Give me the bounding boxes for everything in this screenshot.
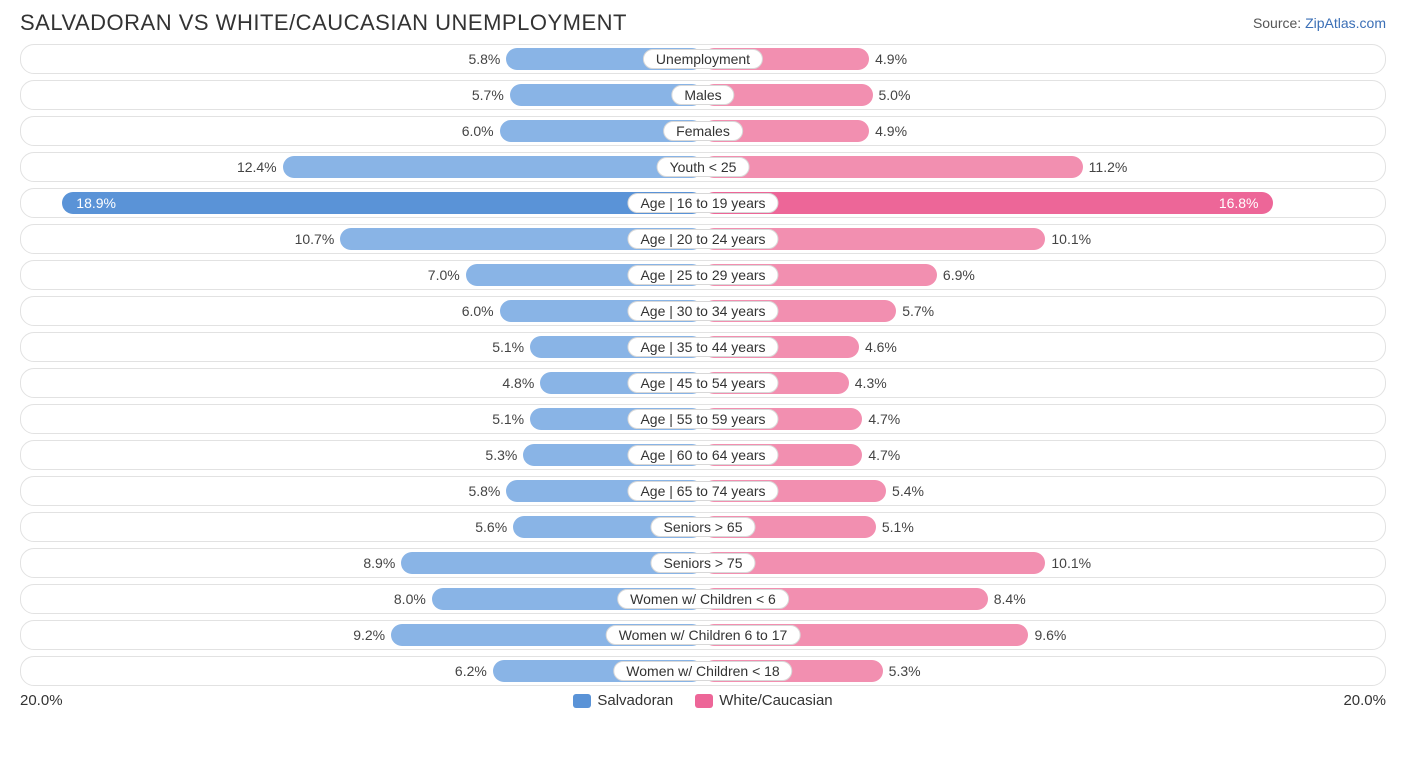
value-left: 5.3% <box>479 447 523 463</box>
chart-row: 6.2% 5.3% Women w/ Children < 18 <box>20 656 1386 686</box>
source-link[interactable]: ZipAtlas.com <box>1305 15 1386 31</box>
category-label: Youth < 25 <box>657 157 750 177</box>
value-right: 10.1% <box>1045 555 1097 571</box>
category-label: Males <box>671 85 734 105</box>
category-label: Age | 65 to 74 years <box>627 481 778 501</box>
value-left: 5.6% <box>469 519 513 535</box>
chart-title: SALVADORAN VS WHITE/CAUCASIAN UNEMPLOYME… <box>20 10 627 36</box>
chart-row: 8.0% 8.4% Women w/ Children < 6 <box>20 584 1386 614</box>
category-label: Females <box>663 121 743 141</box>
chart-row: 7.0% 6.9% Age | 25 to 29 years <box>20 260 1386 290</box>
value-left: 12.4% <box>231 159 283 175</box>
value-left: 6.0% <box>456 303 500 319</box>
category-label: Women w/ Children < 6 <box>617 589 789 609</box>
value-left: 5.8% <box>462 483 506 499</box>
category-label: Age | 30 to 34 years <box>627 301 778 321</box>
value-right: 4.9% <box>869 51 913 67</box>
value-left: 5.8% <box>462 51 506 67</box>
value-left: 18.9% <box>70 195 122 211</box>
value-right: 4.3% <box>849 375 893 391</box>
value-left: 8.9% <box>357 555 401 571</box>
category-label: Age | 16 to 19 years <box>627 193 778 213</box>
legend-item-left: Salvadoran <box>573 692 673 709</box>
category-label: Age | 35 to 44 years <box>627 337 778 357</box>
bar-right: 16.8% <box>703 192 1273 214</box>
chart-row: 8.9% 10.1% Seniors > 75 <box>20 548 1386 578</box>
category-label: Women w/ Children < 18 <box>613 661 792 681</box>
bar-left <box>283 156 703 178</box>
chart-row: 6.0% 5.7% Age | 30 to 34 years <box>20 296 1386 326</box>
legend: Salvadoran White/Caucasian <box>573 692 832 709</box>
legend-item-right: White/Caucasian <box>695 692 832 709</box>
legend-swatch-right <box>695 694 713 708</box>
category-label: Age | 20 to 24 years <box>627 229 778 249</box>
value-right: 6.9% <box>937 267 981 283</box>
chart-row: 5.8% 5.4% Age | 65 to 74 years <box>20 476 1386 506</box>
value-right: 10.1% <box>1045 231 1097 247</box>
value-right: 5.7% <box>896 303 940 319</box>
value-left: 6.2% <box>449 663 493 679</box>
value-left: 4.8% <box>496 375 540 391</box>
value-right: 5.4% <box>886 483 930 499</box>
value-left: 10.7% <box>289 231 341 247</box>
chart-footer: 20.0% Salvadoran White/Caucasian 20.0% <box>20 692 1386 709</box>
value-left: 8.0% <box>388 591 432 607</box>
value-left: 6.0% <box>456 123 500 139</box>
value-right: 4.7% <box>862 411 906 427</box>
category-label: Seniors > 75 <box>651 553 756 573</box>
chart-row: 4.8% 4.3% Age | 45 to 54 years <box>20 368 1386 398</box>
value-right: 4.6% <box>859 339 903 355</box>
value-right: 8.4% <box>988 591 1032 607</box>
chart-row: 5.1% 4.6% Age | 35 to 44 years <box>20 332 1386 362</box>
legend-swatch-left <box>573 694 591 708</box>
chart-row: 18.9% 16.8% Age | 16 to 19 years <box>20 188 1386 218</box>
value-right: 4.9% <box>869 123 913 139</box>
chart-row: 10.7% 10.1% Age | 20 to 24 years <box>20 224 1386 254</box>
value-right: 4.7% <box>862 447 906 463</box>
legend-label-right: White/Caucasian <box>719 692 832 709</box>
bar-left: 18.9% <box>62 192 703 214</box>
value-left: 9.2% <box>347 627 391 643</box>
value-left: 5.7% <box>466 87 510 103</box>
chart-row: 5.6% 5.1% Seniors > 65 <box>20 512 1386 542</box>
chart-header: SALVADORAN VS WHITE/CAUCASIAN UNEMPLOYME… <box>20 10 1386 36</box>
chart-row: 9.2% 9.6% Women w/ Children 6 to 17 <box>20 620 1386 650</box>
category-label: Seniors > 65 <box>651 517 756 537</box>
chart-row: 5.1% 4.7% Age | 55 to 59 years <box>20 404 1386 434</box>
source-prefix: Source: <box>1253 15 1305 31</box>
chart-source: Source: ZipAtlas.com <box>1253 15 1386 31</box>
chart-row: 12.4% 11.2% Youth < 25 <box>20 152 1386 182</box>
category-label: Women w/ Children 6 to 17 <box>606 625 801 645</box>
chart-row: 5.8% 4.9% Unemployment <box>20 44 1386 74</box>
value-left: 7.0% <box>422 267 466 283</box>
chart-row: 5.7% 5.0% Males <box>20 80 1386 110</box>
axis-left-max: 20.0% <box>20 692 63 709</box>
chart-row: 5.3% 4.7% Age | 60 to 64 years <box>20 440 1386 470</box>
bar-right <box>703 156 1083 178</box>
legend-label-left: Salvadoran <box>597 692 673 709</box>
value-right: 16.8% <box>1213 195 1265 211</box>
category-label: Age | 45 to 54 years <box>627 373 778 393</box>
value-left: 5.1% <box>486 411 530 427</box>
value-right: 5.1% <box>876 519 920 535</box>
value-right: 9.6% <box>1028 627 1072 643</box>
value-right: 11.2% <box>1083 159 1134 175</box>
category-label: Unemployment <box>643 49 763 69</box>
category-label: Age | 25 to 29 years <box>627 265 778 285</box>
value-left: 5.1% <box>486 339 530 355</box>
category-label: Age | 60 to 64 years <box>627 445 778 465</box>
butterfly-chart: 5.8% 4.9% Unemployment 5.7% 5.0% Males 6.0% 4.9… <box>20 44 1386 686</box>
value-right: 5.3% <box>883 663 927 679</box>
axis-right-max: 20.0% <box>1343 692 1386 709</box>
chart-row: 6.0% 4.9% Females <box>20 116 1386 146</box>
value-right: 5.0% <box>873 87 917 103</box>
category-label: Age | 55 to 59 years <box>627 409 778 429</box>
